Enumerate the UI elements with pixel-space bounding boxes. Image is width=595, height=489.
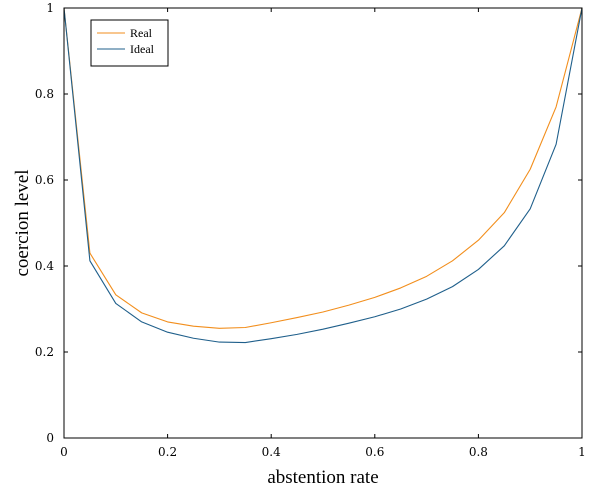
y-tick-label: 0: [46, 431, 54, 445]
legend-label-real: Real: [130, 26, 153, 40]
x-tick-label: 0: [60, 445, 68, 459]
plot-lines: [63, 7, 583, 344]
x-tick-label: 0.6: [365, 445, 384, 459]
legend: Real Ideal: [90, 19, 169, 67]
y-axis-label: coercion level: [12, 169, 33, 276]
x-tick-label: 0.8: [469, 445, 488, 459]
y-tick-label: 0.6: [35, 173, 54, 187]
x-axis-label: abstention rate: [267, 467, 378, 488]
x-tick-label: 1: [578, 445, 586, 459]
legend-label-ideal: Ideal: [130, 42, 155, 56]
legend-box: [90, 19, 169, 67]
x-tick-label: 0.4: [262, 445, 281, 459]
y-tick-label: 1: [46, 1, 54, 15]
axis-ticks: 0 0.2 0.4 0.6 0.8 1 0 0.2 0.4 0.6 0.8 1: [35, 1, 586, 459]
y-tick-label: 0.2: [35, 345, 54, 359]
y-tick-label: 0.8: [35, 87, 54, 101]
plot-frame: [63, 7, 583, 439]
y-tick-label: 0.4: [35, 259, 54, 273]
series-line-real: [63, 7, 583, 329]
series-line-ideal: [63, 7, 583, 344]
x-tick-label: 0.2: [158, 445, 177, 459]
